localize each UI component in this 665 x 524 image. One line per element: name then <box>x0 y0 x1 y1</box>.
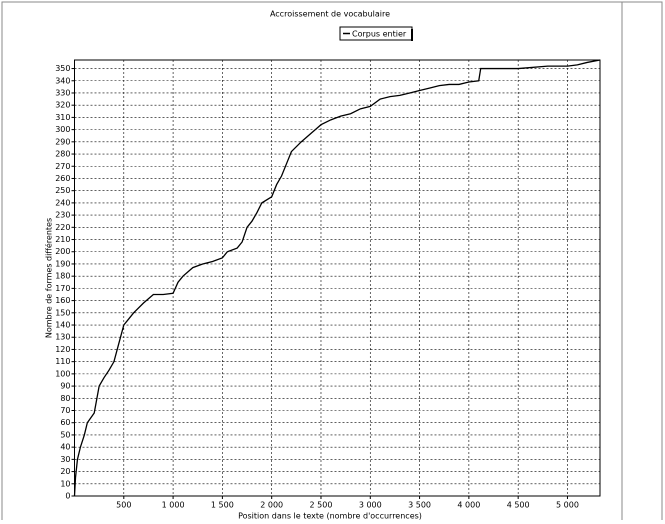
y-tick-label: 130 <box>55 333 70 342</box>
y-tick-label: 220 <box>55 223 70 232</box>
x-tick-label: 3 000 <box>359 501 382 510</box>
y-tick-label: 10 <box>60 479 70 488</box>
y-tick-label: 310 <box>55 113 70 122</box>
y-tick-label: 250 <box>55 186 70 195</box>
plot-area <box>74 59 601 497</box>
chart-title: Accroissement de vocabulaire <box>270 10 390 19</box>
x-tick-label: 2 000 <box>260 501 283 510</box>
x-tick-label: 4 500 <box>507 501 530 510</box>
y-tick-label: 160 <box>55 296 70 305</box>
y-tick-label: 320 <box>55 101 70 110</box>
y-tick-label: 120 <box>55 345 70 354</box>
y-tick-label: 30 <box>60 455 70 464</box>
data-line <box>73 59 601 497</box>
y-tick-label: 70 <box>60 406 70 415</box>
x-axis-label: Position dans le texte (nombre d'occurre… <box>238 512 422 521</box>
y-tick-label: 40 <box>60 443 70 452</box>
x-tick-label: 500 <box>116 501 131 510</box>
y-tick-label: 300 <box>55 125 70 134</box>
x-tick-label: 1 000 <box>162 501 185 510</box>
y-tick-label: 210 <box>55 235 70 244</box>
y-tick-label: 110 <box>55 357 70 366</box>
x-tick-label: 3 500 <box>408 501 431 510</box>
x-tick-label: 1 500 <box>211 501 234 510</box>
y-tick-label: 290 <box>55 137 70 146</box>
y-tick-label: 200 <box>55 247 70 256</box>
y-tick-label: 190 <box>55 259 70 268</box>
y-tick-label: 80 <box>60 394 70 403</box>
y-tick-label: 280 <box>55 150 70 159</box>
y-tick-label: 180 <box>55 272 70 281</box>
y-tick-label: 60 <box>60 418 70 427</box>
y-tick-label: 340 <box>55 76 70 85</box>
y-tick-label: 90 <box>60 382 70 391</box>
x-tick-label: 2 500 <box>310 501 333 510</box>
y-tick-label: 50 <box>60 430 70 439</box>
y-tick-label: 240 <box>55 198 70 207</box>
y-tick-label: 140 <box>55 321 70 330</box>
y-tick-label: 100 <box>55 369 70 378</box>
y-tick-label: 260 <box>55 174 70 183</box>
y-tick-label: 170 <box>55 284 70 293</box>
y-tick-label: 330 <box>55 88 70 97</box>
y-tick-label: 150 <box>55 308 70 317</box>
y-tick-label: 270 <box>55 162 70 171</box>
y-tick-label: 350 <box>55 64 70 73</box>
y-tick-label: 230 <box>55 211 70 220</box>
y-tick-label: 0 <box>65 492 70 501</box>
y-tick-label: 20 <box>60 467 70 476</box>
y-axis-label: Nombre de formes différentes <box>44 218 54 338</box>
x-tick-label: 5 000 <box>556 501 579 510</box>
legend-label: Corpus entier <box>352 30 407 39</box>
x-tick-label: 4 000 <box>457 501 480 510</box>
